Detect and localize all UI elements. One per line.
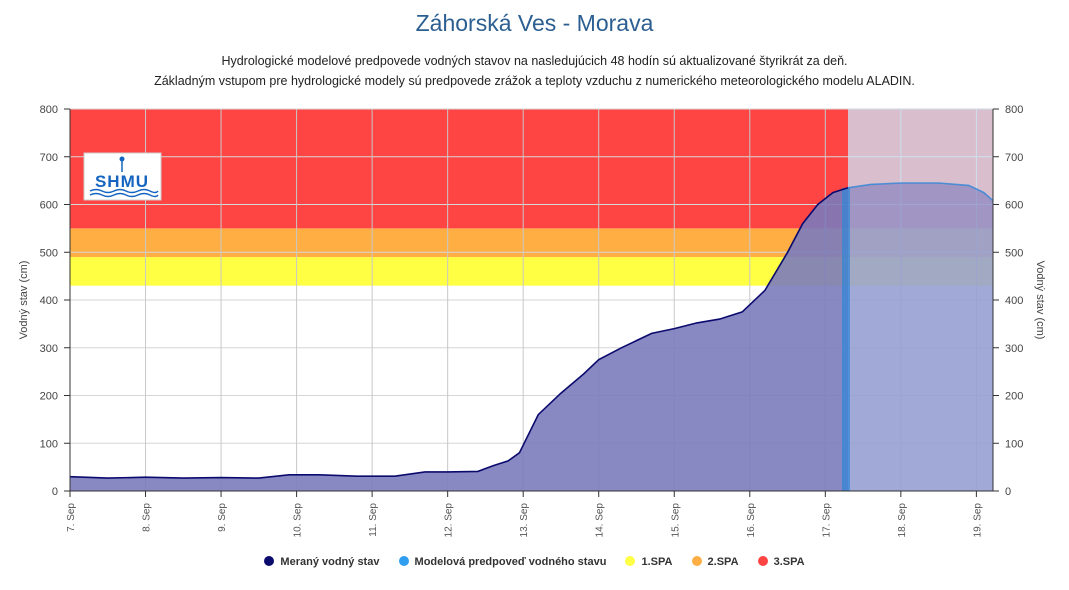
legend-item-spa1[interactable]: 1.SPA [625, 556, 672, 568]
y-axis-title-left: Vodný stav (cm) [18, 261, 30, 340]
chart-legend: Meraný vodný stav Modelová predpoveď vod… [0, 556, 1069, 568]
legend-marker-measured [264, 556, 275, 566]
legend-label-forecast: Modelová predpoveď vodného stavu [414, 556, 607, 568]
y-tick-label-left: 300 [40, 343, 58, 355]
y-tick-label-left: 700 [40, 152, 58, 164]
legend-item-spa3[interactable]: 3.SPA [757, 556, 805, 568]
x-tick-label: 14. Sep [595, 503, 606, 538]
shmu-logo-text: SHMU [95, 172, 149, 191]
x-tick-label: 18. Sep [897, 503, 908, 538]
legend-item-measured[interactable]: Meraný vodný stav [264, 556, 379, 568]
legend-marker-spa1 [625, 556, 636, 566]
shmu-logo-wave [89, 188, 159, 194]
x-tick-label: 16. Sep [746, 503, 757, 538]
x-tick-label: 8. Sep [142, 503, 153, 532]
x-tick-label: 12. Sep [444, 503, 455, 538]
x-tick-label: 19. Sep [972, 503, 983, 538]
y-tick-label-right: 500 [1005, 247, 1023, 259]
x-tick-label: 9. Sep [217, 503, 228, 532]
x-tick-label: 13. Sep [519, 503, 530, 538]
chart-title: Záhorská Ves - Morava [415, 10, 654, 36]
forecast-start-marker [841, 187, 850, 491]
y-tick-label-left: 0 [52, 486, 58, 498]
y-tick-label-right: 600 [1005, 200, 1023, 212]
legend-label-spa2: 2.SPA [707, 556, 739, 568]
y-tick-label-left: 600 [40, 200, 58, 212]
legend-marker-spa3 [757, 556, 768, 566]
y-tick-label-left: 400 [40, 295, 58, 307]
legend-marker-forecast [398, 556, 409, 566]
x-tick-label: 10. Sep [293, 503, 304, 538]
measured-area [70, 187, 848, 492]
legend-label-spa1: 1.SPA [641, 556, 673, 568]
y-tick-label-left: 100 [40, 438, 58, 450]
chart-subtitle-line-1: Hydrologické modelové predpovede vodných… [221, 54, 848, 68]
y-tick-label-right: 0 [1005, 486, 1011, 498]
measured-line [69, 187, 849, 479]
y-tick-label-left: 500 [40, 247, 58, 259]
y-tick-label-right: 800 [1005, 104, 1023, 116]
shmu-logo-vane [119, 156, 125, 162]
legend-item-spa2[interactable]: 2.SPA [691, 556, 739, 568]
legend-label-spa3: 3.SPA [773, 556, 805, 568]
y-axis-title-right: Vodný stav (cm) [1034, 261, 1046, 340]
x-tick-label: 11. Sep [368, 503, 379, 537]
shmu-logo-wave [89, 192, 159, 198]
y-tick-label-left: 800 [40, 104, 58, 116]
y-tick-label-left: 200 [40, 391, 58, 403]
legend-item-forecast[interactable]: Modelová predpoveď vodného stavu [398, 556, 607, 568]
chart-subtitle-line-2: Základným vstupom pre hydrologické model… [154, 74, 915, 88]
y-tick-label-right: 200 [1005, 391, 1023, 403]
forecast-area [848, 183, 993, 491]
y-tick-label-right: 300 [1005, 343, 1023, 355]
y-tick-label-right: 400 [1005, 295, 1023, 307]
y-tick-label-right: 700 [1005, 152, 1023, 164]
forecast-line [847, 182, 994, 202]
y-tick-label-right: 100 [1005, 438, 1023, 450]
x-tick-label: 7. Sep [66, 503, 77, 532]
x-tick-label: 17. Sep [821, 503, 832, 538]
legend-marker-spa2 [691, 556, 702, 566]
x-tick-label: 15. Sep [670, 503, 681, 538]
legend-label-measured: Meraný vodný stav [280, 556, 380, 568]
